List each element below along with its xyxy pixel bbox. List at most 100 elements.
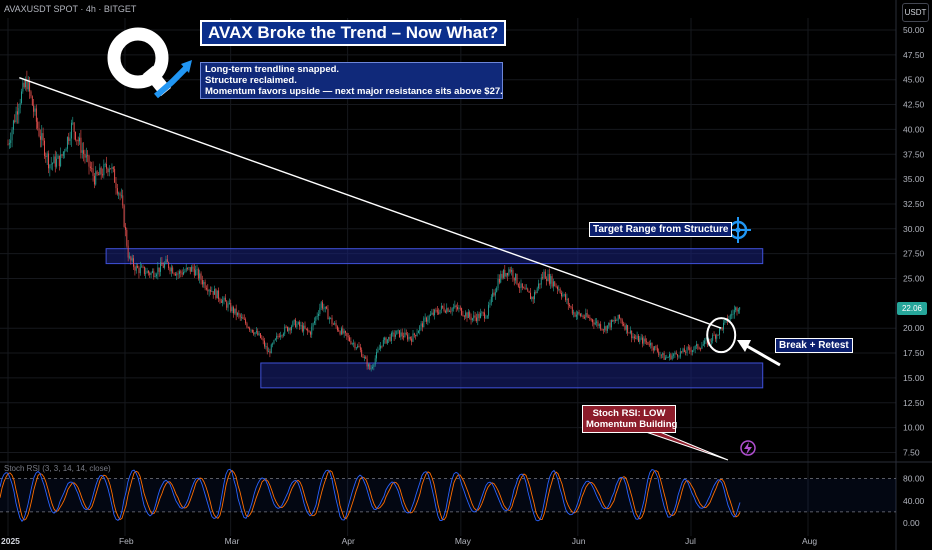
zone-target-range [105,248,764,265]
candle-body [388,336,390,340]
candle-body [582,315,584,318]
candle-body [486,315,488,318]
candle-body [681,351,683,353]
candle-body [189,267,191,272]
candle-body [717,334,719,336]
candle-body [449,311,450,312]
candle-body [598,324,600,326]
candle-body [633,336,635,339]
candle-body [17,111,18,115]
currency-button[interactable]: USDT [902,3,929,22]
candle-body [125,226,126,230]
candle-body [643,338,645,344]
candle-body [349,337,350,341]
candle-body [231,307,233,312]
candle-body [278,336,280,338]
candle-body [539,283,541,285]
candle-body [53,156,55,164]
candle-body [430,314,431,316]
price-tick-label: 30.00 [903,224,925,234]
candle-body [233,307,234,314]
candle-body [613,320,615,322]
time-tick-label: Feb [119,536,134,546]
candle-body [33,105,35,112]
candle-body [427,319,429,322]
candle-body [332,324,334,325]
candle-body [226,301,228,308]
candle-body [648,344,650,346]
candle-body [42,133,44,141]
candle-body [354,343,356,349]
candle-body [597,321,599,326]
candle-body [438,312,440,314]
rsi-tick-label: 0.00 [903,518,920,528]
candle-body [440,305,442,310]
candle-body [235,308,237,316]
candle-body [382,339,384,347]
candle-body [265,346,267,348]
candle-body [119,193,121,196]
candle-body [417,331,419,334]
candle-body [31,96,33,106]
candle-body [714,335,716,339]
candle-body [546,278,548,282]
candle-body [64,151,66,153]
time-tick-label: May [455,536,472,546]
candle-body [361,349,363,357]
candle-body [461,308,463,315]
rsi-k-line [0,468,741,523]
candle-body [616,320,618,322]
candle-body [88,155,90,167]
candle-body [652,348,654,351]
break-arrow [744,343,781,367]
candle-body [640,337,642,339]
candle-body [173,273,175,275]
candle-body [405,332,407,335]
candle-body [674,352,676,355]
candle-body [393,332,395,337]
candle-body [584,317,585,319]
candle-body [450,311,452,312]
candle-body [219,298,221,302]
candle-body [30,91,32,97]
candle-body [436,310,438,313]
candle-body [21,91,22,103]
candle-body [195,270,197,276]
candle-body [191,266,193,272]
candle-body [147,270,149,273]
candle-body [482,312,484,314]
candle-body [322,302,323,309]
candle-body [96,171,98,175]
candle-body [79,137,80,142]
candle-body [130,256,132,261]
candle-body [208,290,210,292]
candle-body [397,330,399,332]
headline-title: AVAX Broke the Trend – Now What? [200,20,507,46]
candle-body [675,352,677,355]
candle-body [99,167,101,176]
candle-body [359,347,361,350]
candle-body [238,312,240,315]
candle-body [108,168,110,173]
rsi-note-pointer [645,431,729,461]
candle-body [362,356,364,358]
candle-body [114,169,116,183]
candle-body [14,120,16,122]
candle-body [303,325,305,332]
candle-body [370,368,372,370]
candle-body [571,307,573,314]
candle-body [203,281,205,285]
candle-body [457,307,458,309]
description-line: Structure reclaimed. [205,75,297,86]
candle-body [399,330,400,338]
candle-body [277,335,279,337]
candle-body [552,281,554,287]
price-tick-label: 12.50 [903,398,925,408]
candle-body [12,120,14,130]
candle-body [242,317,244,319]
candle-body [183,272,184,275]
candle-body [84,153,86,158]
candle-body [216,290,218,299]
candle-body [335,323,337,327]
